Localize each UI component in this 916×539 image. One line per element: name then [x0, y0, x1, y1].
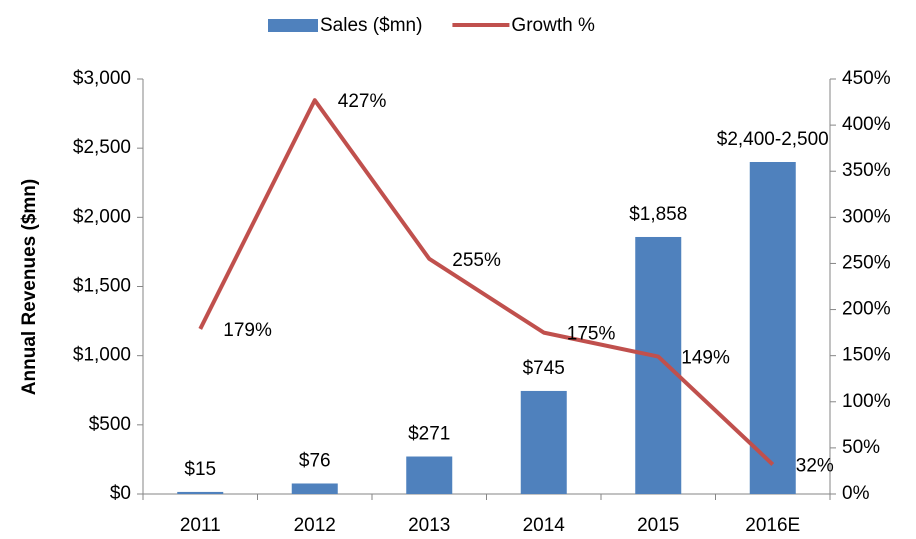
y-tick-label: $500 — [89, 414, 131, 435]
legend-swatch — [268, 19, 318, 32]
bar — [520, 390, 567, 494]
y2-tick-label: 450% — [842, 68, 891, 89]
x-tick-label: 2014 — [523, 515, 566, 536]
legend-label: Growth % — [511, 15, 595, 36]
y-tick-label: $2,000 — [73, 206, 131, 227]
bar — [177, 491, 224, 494]
bar-value-label: $15 — [184, 459, 216, 480]
y2-tick-label: 150% — [842, 345, 891, 366]
y2-tick-label: 100% — [842, 391, 891, 412]
x-tick-label: 2016E — [745, 515, 800, 536]
x-tick-label: 2011 — [180, 515, 221, 536]
y2-tick-label: 200% — [842, 299, 891, 320]
line-value-label: 179% — [223, 320, 272, 341]
bar — [291, 483, 338, 494]
bar-value-label: $76 — [299, 451, 331, 472]
y-tick-label: $1,000 — [73, 345, 131, 366]
bar-value-label: $745 — [523, 358, 565, 379]
y-tick-label: $1,500 — [73, 276, 131, 297]
y-tick-label: $3,000 — [73, 68, 131, 89]
y-tick-label: $0 — [110, 483, 131, 504]
y-axis-label: Annual Revenues ($mn) — [19, 179, 40, 395]
line-value-label: 255% — [452, 250, 501, 271]
bar-value-label: $271 — [408, 424, 450, 445]
line-value-label: 149% — [681, 348, 730, 369]
bar — [749, 162, 796, 494]
y2-tick-label: 250% — [842, 252, 891, 273]
bar — [406, 456, 453, 494]
growth-line — [198, 98, 775, 466]
x-tick-label: 2012 — [294, 515, 336, 536]
y2-tick-label: 0% — [842, 483, 870, 504]
bar-value-label: $2,400-2,500 — [717, 129, 829, 150]
line-value-label: 427% — [338, 91, 387, 112]
legend-label: Sales ($mn) — [320, 15, 422, 36]
line-value-label: 32% — [796, 456, 834, 477]
bar-value-label: $1,858 — [629, 204, 687, 225]
bar — [635, 236, 682, 494]
y2-tick-label: 300% — [842, 206, 891, 227]
y2-tick-label: 400% — [842, 114, 891, 135]
y2-tick-label: 50% — [842, 437, 880, 458]
y-tick-label: $2,500 — [73, 137, 131, 158]
line-value-label: 175% — [567, 324, 616, 345]
x-tick-label: 2013 — [408, 515, 450, 536]
y2-tick-label: 350% — [842, 160, 891, 181]
x-tick-label: 2015 — [637, 515, 679, 536]
